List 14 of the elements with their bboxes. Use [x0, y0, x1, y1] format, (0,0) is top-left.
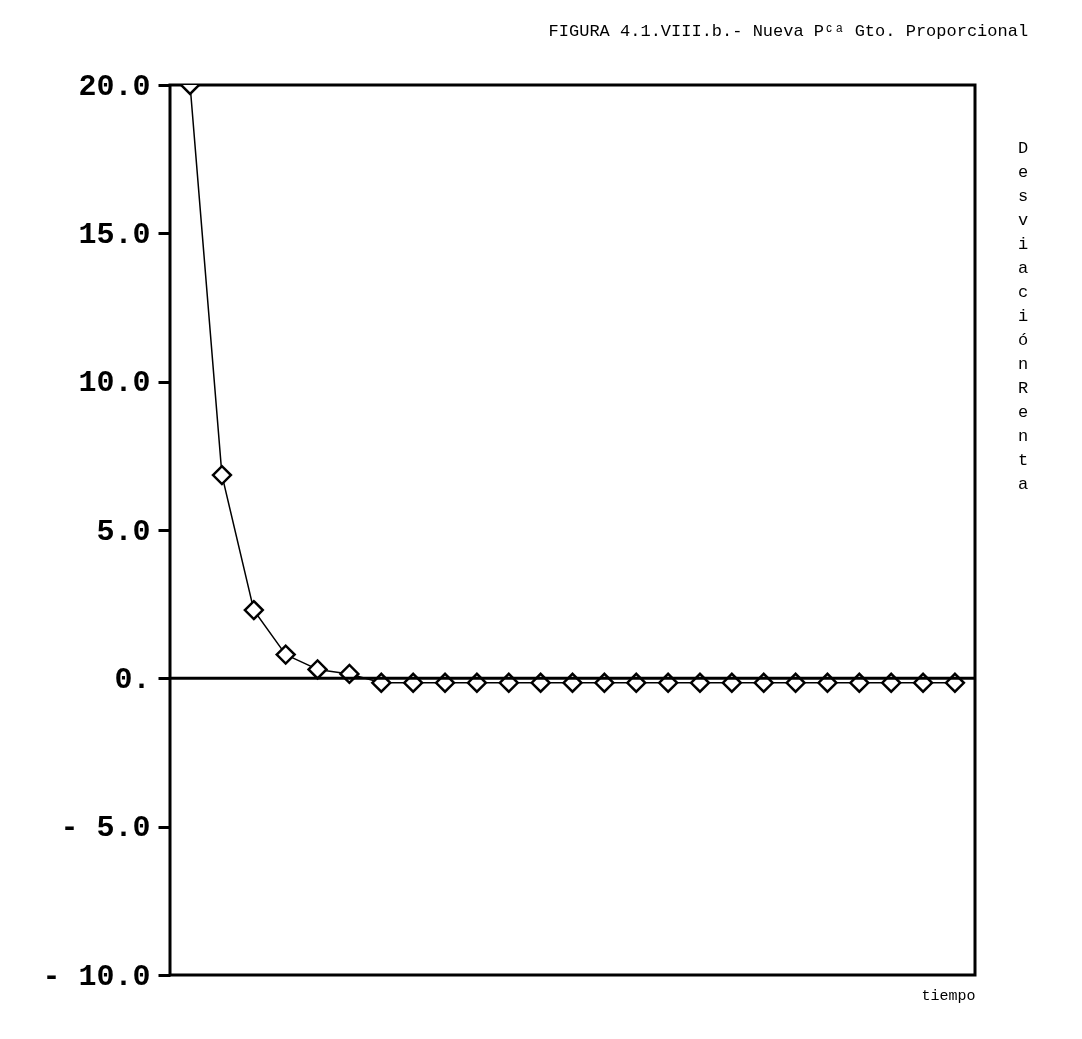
- point: [211, 464, 233, 486]
- point: [307, 659, 328, 680]
- y-tick-label: 20.0: [78, 69, 151, 104]
- point: [275, 644, 296, 665]
- y-tick-label: 0.: [114, 662, 151, 697]
- x-axis-title: tiempo: [921, 987, 976, 1005]
- y-tick-label: - 10.0: [42, 959, 151, 994]
- y-tick-label: 10.0: [78, 366, 151, 401]
- y-tick-label: 15.0: [78, 217, 151, 252]
- y-tick-label: 5.0: [96, 514, 151, 549]
- point: [243, 599, 265, 621]
- text: Desviación Renta: [1017, 139, 1029, 494]
- chart-title: FIGURA 4.1.VIII.b.- Nueva Pᶜᵃ Gto. Proporcional: [548, 22, 1029, 41]
- y-tick-label: - 5.0: [60, 811, 151, 846]
